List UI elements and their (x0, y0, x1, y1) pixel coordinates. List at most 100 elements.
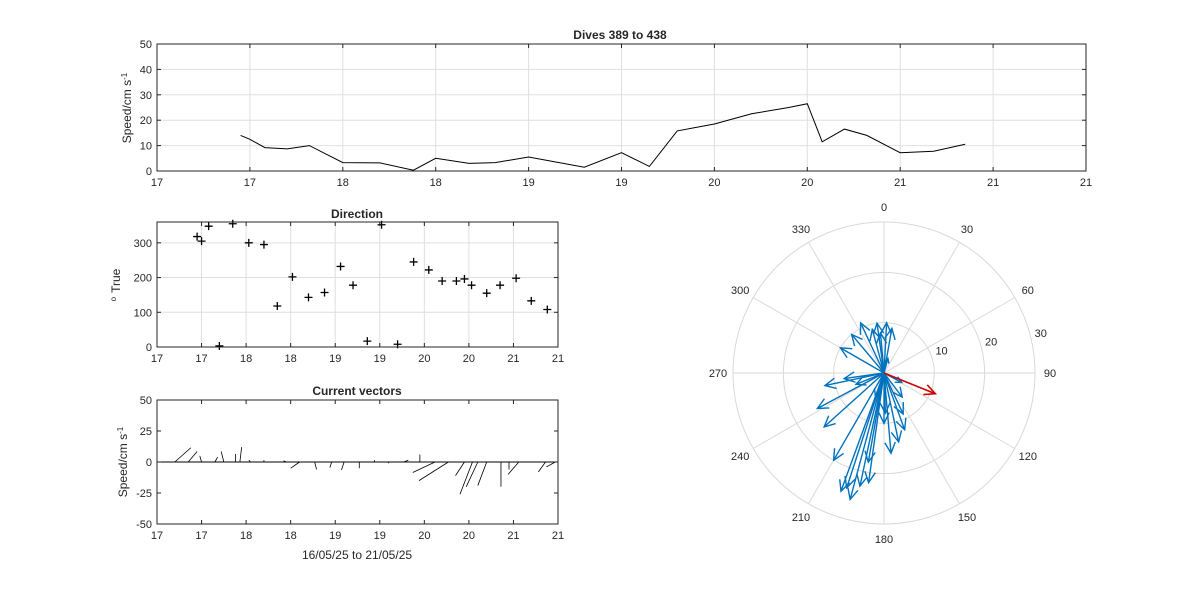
vectors-title: Current vectors (312, 384, 402, 398)
compass-arrow-17-shaft (883, 372, 903, 398)
compass-arrow-13-head (884, 441, 896, 455)
vector-stick-10 (283, 460, 287, 463)
compass-arrow-22-head (869, 327, 881, 342)
compass-arrow-8-head (815, 398, 830, 410)
compass-arrow-11-shaft (844, 372, 885, 380)
vector-stick-23 (459, 461, 473, 495)
direction-marker-0 (193, 232, 202, 241)
vectors-xtick-label-4: 19 (329, 530, 341, 542)
vector-stick-12 (314, 461, 317, 470)
compass-arrow-1-shaft (846, 372, 885, 489)
vectors-xtick-label-7: 20 (463, 530, 475, 542)
compass-arrow-19-shaft (883, 372, 887, 414)
compass-arrow-14-shaft (883, 372, 900, 443)
direction-xtick-label-0: 17 (151, 353, 163, 365)
vector-stick-30 (538, 461, 546, 473)
compass-arrow-27-head (839, 347, 853, 359)
compass-arrow-11-head (842, 371, 856, 383)
vector-stick-6 (239, 447, 243, 463)
compass-arrow-9 (823, 372, 885, 390)
compass-arrow-3-head (856, 474, 868, 488)
compass-arrow-29-head (883, 356, 890, 364)
vector-stick-7 (248, 459, 251, 463)
vector-stick-0 (174, 447, 192, 463)
compass-mean-arrow-head (923, 384, 938, 396)
compass-arrow-26-head (872, 321, 885, 335)
compass-angle-label-8: 240 (731, 451, 749, 463)
compass-arrow-12-shaft (874, 372, 885, 397)
compass-spoke-2 (883, 297, 1016, 374)
compass-arrow-20-head (859, 321, 871, 335)
direction-xtick-label-4: 19 (329, 353, 341, 365)
compass-arrow-10-head (854, 376, 867, 386)
compass-arrow-6 (832, 372, 885, 462)
speed-line (240, 103, 966, 171)
compass-angle-label-10: 300 (731, 285, 749, 297)
compass-angle-label-7: 210 (792, 512, 810, 524)
vectors-ytick-label-4: 50 (140, 395, 152, 407)
direction-title: Direction (331, 207, 383, 221)
compass-arrow-12-head (873, 387, 883, 399)
direction-marker-5 (244, 238, 253, 247)
vectors-xtick-label-5: 19 (374, 530, 386, 542)
vectors-ytick-label-1: -25 (136, 488, 152, 500)
compass-angle-label-1: 30 (961, 224, 973, 236)
direction-marker-20 (460, 274, 469, 283)
speed-ytick-label-0: 0 (146, 166, 152, 178)
compass-arrow-11 (842, 371, 885, 383)
vector-stick-18 (403, 459, 409, 463)
compass-arrow-18-shaft (883, 372, 904, 415)
compass-arrow-18 (883, 372, 905, 416)
compass-arrow-21 (850, 333, 885, 374)
compass-angle-label-9: 270 (709, 368, 727, 380)
speed-ylabel: Speed/cm s-1 (120, 72, 135, 143)
vector-stick-31 (546, 461, 556, 468)
vectors-ytick-label-3: 25 (140, 426, 152, 438)
direction-ytick-label-1: 100 (134, 307, 152, 319)
compass-arrow-13 (883, 372, 896, 455)
speed-axes: 17 17 18 18 19 19 20 20 21 21 21 0 10 20 30 40 50 (140, 39, 1092, 189)
compass-arrow-0-shaft (849, 372, 885, 500)
vectors-axes: 17 17 18 18 19 19 20 20 21 21 -50 -25 0 25 50 (136, 395, 564, 542)
vector-stick-14 (341, 461, 345, 471)
compass-radius-label-1: 20 (985, 337, 997, 349)
compass-arrow-25-head (875, 331, 888, 345)
direction-marker-19 (452, 277, 461, 286)
direction-marker-21 (467, 281, 476, 290)
speed-xtick-label-9: 21 (987, 177, 999, 189)
speed-xtick-label-10: 21 (1080, 177, 1092, 189)
vectors-xtick-label-2: 18 (240, 530, 252, 542)
speed-xtick-label-3: 18 (430, 177, 442, 189)
direction-markers (193, 219, 552, 350)
compass-arrow-15-head (895, 417, 907, 432)
compass-arrow-21-head (850, 333, 863, 347)
speed-ytick-label-4: 40 (140, 64, 152, 76)
speed-title: Dives 389 to 438 (573, 28, 667, 42)
vector-stick-21 (418, 461, 449, 481)
compass-radius-label-2: 30 (1035, 328, 1047, 340)
vector-stick-1 (187, 451, 198, 463)
compass-arrow-26-shaft (876, 323, 885, 374)
direction-marker-2 (204, 222, 213, 231)
direction-xtick-label-9: 21 (552, 353, 564, 365)
compass-arrow-23 (880, 321, 892, 374)
direction-grid (156, 222, 559, 348)
direction-marker-16 (409, 257, 418, 266)
direction-xtick-label-6: 20 (418, 353, 430, 365)
vectors-xtick-label-3: 18 (285, 530, 297, 542)
direction-frame (156, 221, 559, 348)
direction-marker-9 (304, 293, 313, 302)
compass-arrows (815, 321, 938, 501)
compass-angle-label-11: 330 (792, 224, 810, 236)
compass-arrow-12 (873, 372, 885, 399)
compass-arrow-14-head (890, 430, 903, 444)
direction-marker-11 (336, 262, 345, 271)
direction-marker-3 (215, 341, 224, 350)
compass-arrow-27 (839, 347, 885, 374)
direction-xtick-label-8: 21 (507, 353, 519, 365)
speed-xtick-label-0: 17 (151, 177, 163, 189)
direction-ytick-label-2: 200 (134, 273, 152, 285)
compass-arrow-23-head (880, 321, 892, 335)
compass-angle-label-0: 0 (881, 202, 887, 214)
